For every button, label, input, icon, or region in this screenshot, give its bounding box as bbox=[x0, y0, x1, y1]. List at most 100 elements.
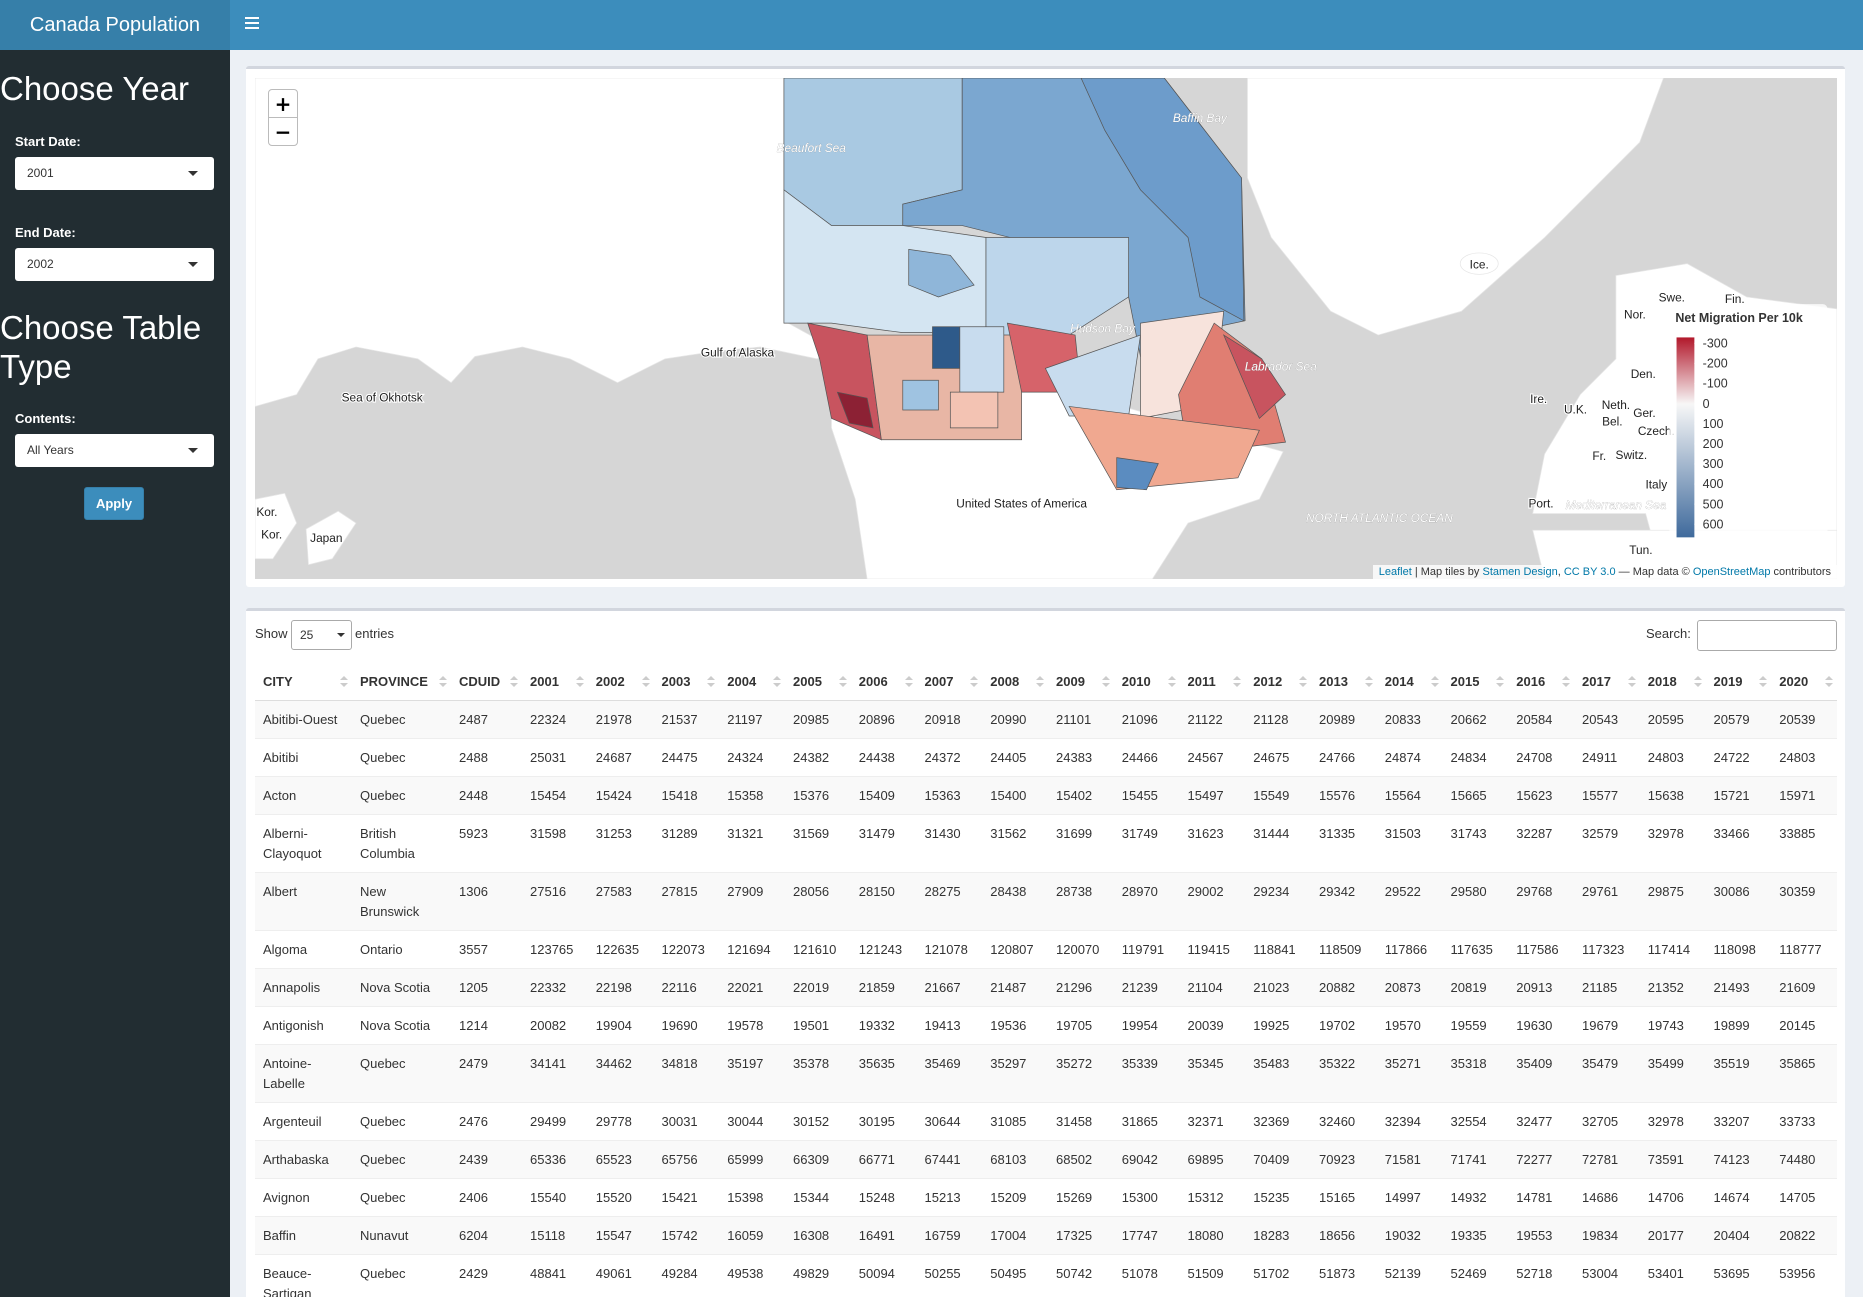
table-row: Antoine-Labelle Quebec 2479 34141 34462 34818… bbox=[255, 1044, 1837, 1103]
table-cell: 35499 bbox=[1639, 1044, 1706, 1103]
table-row: Abitibi-Ouest Quebec 2487 22324 21978 21537 21… bbox=[255, 700, 1837, 739]
table-cell: 118777 bbox=[1771, 930, 1837, 969]
table-cell: 119415 bbox=[1179, 930, 1246, 969]
map-label: Den. bbox=[1631, 367, 1656, 381]
zoom-out[interactable]: − bbox=[268, 117, 298, 146]
table-cell: 15577 bbox=[1574, 776, 1640, 815]
table-cell: 74123 bbox=[1705, 1140, 1772, 1179]
column-header[interactable]: 2017 bbox=[1574, 662, 1640, 701]
section-heading: Choose Year bbox=[0, 70, 189, 107]
table-cell: 51509 bbox=[1179, 1254, 1246, 1297]
column-header[interactable]: 2001 bbox=[522, 662, 588, 701]
table-cell: 33207 bbox=[1705, 1102, 1772, 1141]
column-header[interactable]: 2003 bbox=[653, 662, 720, 701]
column-header[interactable]: 2007 bbox=[916, 662, 983, 701]
field-label: Contents: bbox=[15, 411, 76, 426]
table-cell: 68502 bbox=[1048, 1140, 1114, 1179]
end-date-select[interactable]: 2002 bbox=[15, 248, 214, 281]
table-cell: 20543 bbox=[1574, 700, 1640, 739]
start-date-select[interactable]: 2001 bbox=[15, 157, 214, 190]
table-cell: 19904 bbox=[587, 1006, 654, 1045]
legend-tick-label: -200 bbox=[1703, 357, 1728, 371]
table-cell: 15721 bbox=[1705, 776, 1772, 815]
table-cell: 32705 bbox=[1574, 1102, 1640, 1141]
table-cell: 117635 bbox=[1442, 930, 1509, 969]
column-header[interactable]: 2015 bbox=[1442, 662, 1509, 701]
table-cell: Alberni-Clayoquot bbox=[255, 814, 352, 873]
contents-select[interactable]: All Years bbox=[15, 434, 214, 467]
table-cell: 24834 bbox=[1442, 738, 1509, 777]
table-cell: 20584 bbox=[1508, 700, 1574, 739]
column-header[interactable]: 2008 bbox=[982, 662, 1048, 701]
table-cell: 21096 bbox=[1113, 700, 1180, 739]
column-header[interactable]: 2009 bbox=[1048, 662, 1114, 701]
table-cell: 35409 bbox=[1508, 1044, 1574, 1103]
table-cell: 15118 bbox=[522, 1216, 588, 1255]
table-cell: 32978 bbox=[1639, 1102, 1706, 1141]
column-header[interactable]: CDUID bbox=[451, 662, 522, 701]
column-header[interactable]: 2014 bbox=[1376, 662, 1443, 701]
table-cell: 71741 bbox=[1442, 1140, 1509, 1179]
apply-button[interactable]: Apply bbox=[84, 487, 144, 520]
column-header[interactable]: 2013 bbox=[1311, 662, 1377, 701]
table-cell: 121078 bbox=[916, 930, 983, 969]
table-cell: Nunavut bbox=[352, 1216, 451, 1255]
map-label: NORTH ATLANTIC OCEAN bbox=[1306, 511, 1453, 525]
table-cell: 19335 bbox=[1442, 1216, 1509, 1255]
column-header[interactable]: 2006 bbox=[850, 662, 917, 701]
attribution-link[interactable]: CC BY 3.0 bbox=[1563, 566, 1616, 578]
menu-toggle[interactable] bbox=[245, 17, 259, 29]
column-header[interactable]: 2010 bbox=[1113, 662, 1180, 701]
table-cell: 15300 bbox=[1113, 1178, 1180, 1217]
app-title[interactable]: Canada Population bbox=[0, 0, 230, 50]
table-cell: 35378 bbox=[785, 1044, 851, 1103]
table-cell: 20873 bbox=[1376, 968, 1443, 1007]
table-cell: 29778 bbox=[587, 1102, 654, 1141]
table-cell: 32477 bbox=[1508, 1102, 1574, 1141]
table-cell: 15376 bbox=[785, 776, 851, 815]
column-header[interactable]: 2016 bbox=[1508, 662, 1574, 701]
column-header[interactable]: 2005 bbox=[785, 662, 851, 701]
table-cell: 21185 bbox=[1574, 968, 1640, 1007]
column-header[interactable]: 2018 bbox=[1639, 662, 1706, 701]
table-cell: 29875 bbox=[1639, 872, 1706, 931]
attribution-link[interactable]: Stamen Design bbox=[1482, 566, 1558, 578]
table-cell: 30086 bbox=[1705, 872, 1772, 931]
table-cell: 14674 bbox=[1705, 1178, 1772, 1217]
column-header[interactable]: 2020 bbox=[1771, 662, 1837, 701]
map-label: Ice. bbox=[1470, 257, 1489, 271]
table-cell: 20896 bbox=[850, 700, 917, 739]
search-input[interactable] bbox=[1697, 620, 1837, 651]
table-cell: 65336 bbox=[522, 1140, 588, 1179]
table-cell: 35322 bbox=[1311, 1044, 1377, 1103]
column-header[interactable]: 2004 bbox=[719, 662, 785, 701]
table-cell: 14705 bbox=[1771, 1178, 1837, 1217]
column-header[interactable]: 2019 bbox=[1705, 662, 1772, 701]
column-header[interactable]: CITY bbox=[255, 662, 352, 701]
table-cell: 117586 bbox=[1508, 930, 1574, 969]
table-cell: 35297 bbox=[982, 1044, 1048, 1103]
table-cell: 2487 bbox=[451, 700, 522, 739]
table-cell: 19578 bbox=[719, 1006, 785, 1045]
column-header[interactable]: 2012 bbox=[1245, 662, 1311, 701]
table-cell: 31085 bbox=[982, 1102, 1048, 1141]
map-label: Italy bbox=[1645, 478, 1667, 492]
map[interactable]: Beaufort Sea Baffin Bay Gulf of Alaska Sea … bbox=[255, 78, 1837, 579]
table-cell: 21493 bbox=[1705, 968, 1772, 1007]
table-cell: 29234 bbox=[1245, 872, 1311, 931]
table-cell: 49829 bbox=[785, 1254, 851, 1297]
table-cell: 53401 bbox=[1639, 1254, 1706, 1297]
attribution-link[interactable]: OpenStreetMap bbox=[1692, 566, 1771, 578]
attribution-link[interactable]: Leaflet bbox=[1378, 566, 1412, 578]
column-header[interactable]: 2011 bbox=[1179, 662, 1246, 701]
page-length-select[interactable]: 25 bbox=[291, 620, 352, 650]
column-header[interactable]: PROVINCE bbox=[352, 662, 451, 701]
table-cell: 31865 bbox=[1113, 1102, 1180, 1141]
table-cell: 6204 bbox=[451, 1216, 522, 1255]
table-cell: 19032 bbox=[1376, 1216, 1443, 1255]
column-header[interactable]: 2002 bbox=[587, 662, 654, 701]
table-cell: 21239 bbox=[1113, 968, 1180, 1007]
table-cell: 21197 bbox=[719, 700, 785, 739]
table-cell: 15638 bbox=[1639, 776, 1706, 815]
table-cell: 35318 bbox=[1442, 1044, 1509, 1103]
